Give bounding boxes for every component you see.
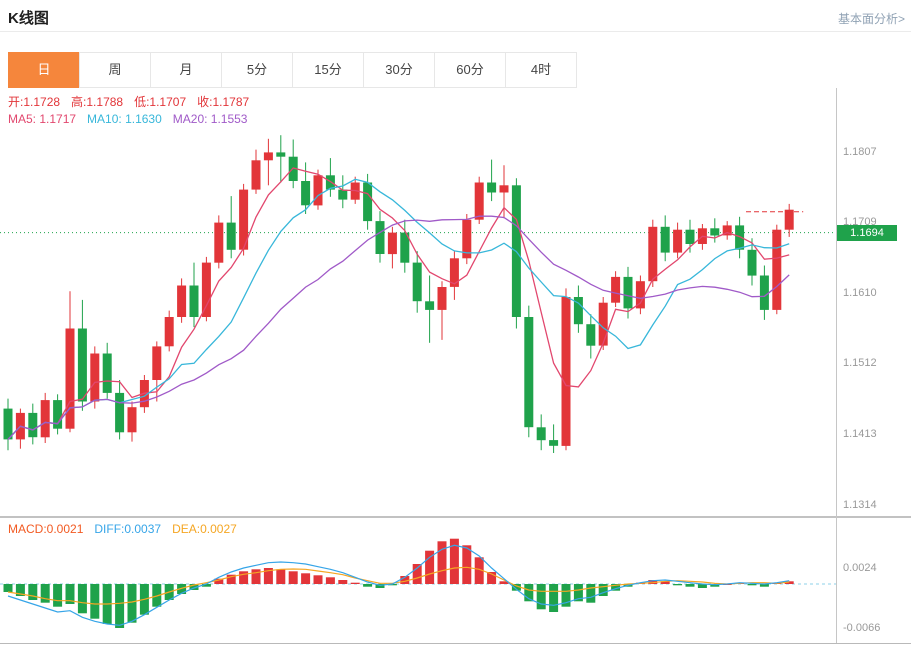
tab-15分[interactable]: 15分 [292,52,364,88]
ma20-value: MA20: 1.1553 [172,112,248,126]
tab-日[interactable]: 日 [8,52,80,88]
right-axis-line [836,88,837,643]
macd-axis-label: 0.0024 [843,562,877,574]
price-axis-label: 1.1807 [843,146,877,158]
macd-axis-label: -0.0066 [843,622,881,634]
ma5-line [7,167,790,440]
macd-chart[interactable] [0,518,836,642]
macd-histogram [3,538,794,628]
tab-4时[interactable]: 4时 [505,52,577,88]
price-chart[interactable] [0,88,836,516]
ohlc-open: 开:1.1728 [8,95,61,109]
dea-line [7,566,790,605]
ma5-value: MA5: 1.1717 [8,112,77,126]
ma10-value: MA10: 1.1630 [87,112,162,126]
tab-60分[interactable]: 60分 [434,52,506,88]
fundamental-analysis-link[interactable]: 基本面分析> [837,12,905,26]
tab-30分[interactable]: 30分 [363,52,435,88]
ohlc-legend: 开:1.1728 高:1.1788 低:1.1707 收:1.1787 [8,93,260,110]
ma20-line [7,215,790,440]
header: K线图 基本面分析> [0,0,911,32]
tab-5分[interactable]: 5分 [221,52,293,88]
macd-value: MACD:0.0021 [8,522,84,536]
macd-legend: MACD:0.0021 DIFF:0.0037 DEA:0.0027 [8,522,248,536]
price-axis-label: 1.1314 [843,499,877,511]
panel-divider [0,516,911,518]
dea-value: DEA:0.0027 [172,522,237,536]
price-axis-label: 1.1610 [843,287,877,299]
price-axis-label: 1.1512 [843,357,877,369]
ma-legend: MA5: 1.1717 MA10: 1.1630 MA20: 1.1553 [8,112,258,126]
current-price-tag: 1.1694 [837,225,897,241]
ohlc-close: 收:1.1787 [197,95,250,109]
bottom-border [0,643,911,644]
ohlc-low: 低:1.1707 [134,95,187,109]
diff-line [7,544,790,626]
price-axis-label: 1.1413 [843,428,877,440]
tab-bar: 日周月 5分 15分 30分 60分 4时 [8,52,577,88]
ohlc-high: 高:1.1788 [71,95,124,109]
tab-周[interactable]: 周 [79,52,151,88]
candles [3,135,794,453]
tab-月[interactable]: 月 [150,52,222,88]
diff-value: DIFF:0.0037 [94,522,162,536]
ma10-line [7,178,790,440]
page-title: K线图 [8,10,49,27]
